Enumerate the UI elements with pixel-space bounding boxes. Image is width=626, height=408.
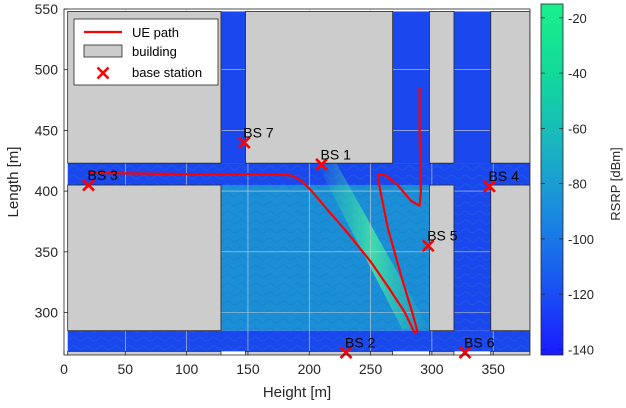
legend-ue-path-label: UE path — [132, 25, 179, 40]
building — [429, 184, 455, 332]
base-station-label: BS 1 — [321, 146, 352, 162]
legend: UE path building base station — [73, 18, 219, 86]
colorbar-tick-label: -120 — [568, 287, 594, 302]
building — [490, 184, 530, 332]
legend-building-label: building — [132, 44, 177, 59]
building — [67, 184, 222, 332]
base-station-marker — [458, 346, 472, 359]
y-tick-label: 300 — [35, 305, 59, 321]
building — [67, 350, 222, 355]
building — [429, 11, 455, 164]
base-station-label: BS 6 — [464, 335, 495, 351]
colorbar-tick-label: -80 — [568, 177, 587, 192]
axis-ticks: 0 50 100 150 200 250 300 350 300 350 400 450 500 550 — [35, 1, 505, 377]
colorbar-label: RSRP [dBm] — [608, 147, 623, 220]
coverage-region — [453, 11, 491, 164]
colorbar-tick-label: -140 — [568, 342, 594, 357]
building — [429, 350, 455, 355]
x-tick-label: 350 — [482, 361, 506, 377]
axes-box — [63, 8, 531, 356]
building — [490, 11, 530, 164]
y-axis-label: Length [m] — [5, 147, 22, 218]
base-station-label: BS 5 — [427, 228, 458, 244]
x-axis-label: Height [m] — [263, 384, 331, 401]
legend-building-swatch — [83, 44, 123, 58]
ue-path-line — [88, 87, 422, 335]
x-tick-label: 200 — [298, 361, 322, 377]
x-tick-label: 0 — [60, 361, 68, 377]
colorbar-tick-label: -40 — [568, 66, 587, 81]
colorbar-tick-label: -100 — [568, 232, 594, 247]
colorbar: -20 -40 -60 -80 -100 -120 -140 RSRP [dBm] — [540, 3, 623, 357]
base-station-marker — [237, 136, 251, 149]
base-station-marker — [82, 178, 95, 192]
base-station-label: BS 2 — [345, 335, 376, 351]
base-station-marker — [339, 346, 353, 359]
y-tick-label: 350 — [35, 244, 59, 260]
y-tick-label: 400 — [35, 183, 59, 199]
building — [245, 11, 394, 164]
strong-signal-streak — [316, 163, 430, 330]
colorbar-gradient — [540, 3, 564, 356]
building — [490, 350, 530, 355]
base-station-marker — [483, 179, 496, 193]
x-tick-label: 300 — [420, 361, 444, 377]
base-station-label: BS 7 — [243, 125, 274, 141]
colorbar-tick-label: -20 — [568, 11, 587, 26]
x-tick-label: 50 — [118, 361, 134, 377]
building — [245, 350, 394, 355]
y-tick-label: 550 — [35, 1, 59, 17]
base-stations: BS 1 BS 2 BS 3 BS 4 BS 5 BS 6 BS 7 — [82, 125, 520, 359]
base-station-label: BS 4 — [489, 168, 520, 184]
base-station-label: BS 3 — [88, 167, 119, 183]
buildings — [67, 11, 530, 355]
colorbar-tick-label: -60 — [568, 121, 587, 136]
coverage-region — [392, 11, 430, 164]
legend-base-station-marker — [96, 66, 110, 80]
legend-base-station-label: base station — [132, 65, 202, 80]
x-tick-label: 150 — [236, 361, 260, 377]
y-tick-label: 500 — [35, 62, 59, 78]
base-station-marker — [421, 239, 435, 253]
x-tick-label: 100 — [175, 361, 199, 377]
x-tick-label: 250 — [359, 361, 383, 377]
base-station-marker — [315, 157, 328, 171]
y-tick-label: 450 — [35, 122, 59, 138]
